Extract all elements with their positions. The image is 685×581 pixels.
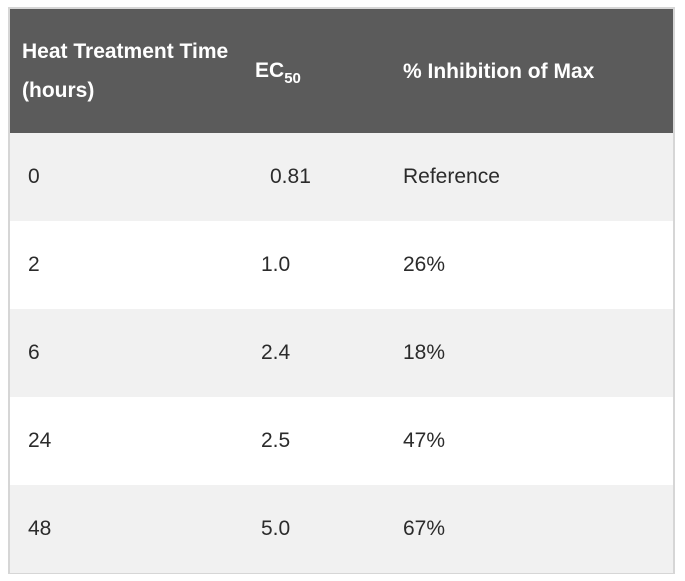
heat-treatment-table: Heat Treatment Time (hours) EC50 % Inhib… — [10, 9, 673, 573]
header-row: Heat Treatment Time (hours) EC50 % Inhib… — [10, 9, 673, 133]
cell-inhibition: Reference — [403, 165, 500, 188]
cell-inhibition: 26% — [403, 253, 446, 276]
table-header: Heat Treatment Time (hours) EC50 % Inhib… — [10, 9, 673, 133]
cell-time: 0 — [28, 165, 40, 188]
cell-ec50: 2.4 — [261, 341, 291, 364]
table-row: 24 2.5 47% — [10, 397, 673, 485]
table-row: 48 5.0 67% — [10, 485, 673, 573]
cell-time: 2 — [28, 253, 40, 276]
header-ec50-subscript: 50 — [284, 69, 301, 87]
cell-ec50: 0.81 — [270, 165, 311, 188]
table-row: 0 0.81 Reference — [10, 133, 673, 221]
cell-ec50: 1.0 — [261, 253, 291, 276]
header-heat-treatment-time: Heat Treatment Time (hours) — [22, 40, 229, 102]
cell-inhibition: 67% — [403, 517, 446, 540]
cell-ec50: 5.0 — [261, 517, 291, 540]
table-row: 2 1.0 26% — [10, 221, 673, 309]
header-inhibition: % Inhibition of Max — [403, 59, 595, 83]
header-ec50: EC50 — [243, 9, 391, 133]
cell-ec50: 2.5 — [261, 429, 291, 452]
cell-time: 6 — [28, 341, 40, 364]
table-body: 0 0.81 Reference 2 1.0 26% 6 2.4 18% 24 … — [10, 133, 673, 573]
cell-time: 48 — [28, 517, 52, 540]
header-ec50-main: EC — [255, 58, 285, 82]
cell-inhibition: 18% — [403, 341, 446, 364]
table-row: 6 2.4 18% — [10, 309, 673, 397]
data-table-container: Heat Treatment Time (hours) EC50 % Inhib… — [8, 7, 675, 574]
cell-time: 24 — [28, 429, 52, 452]
cell-inhibition: 47% — [403, 429, 446, 452]
